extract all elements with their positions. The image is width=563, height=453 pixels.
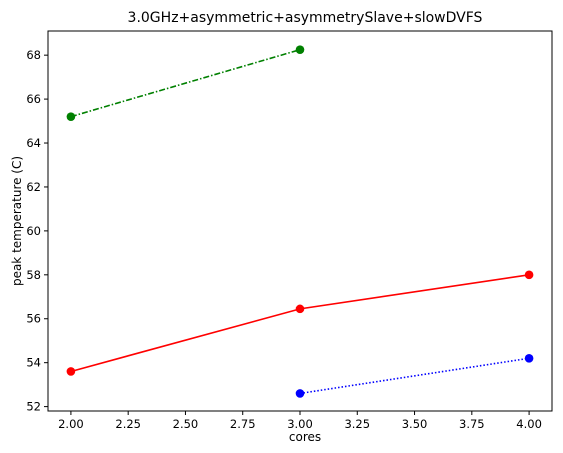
series-2 (66, 270, 534, 376)
x-axis: 2.00 2.25 2.50 2.75 3.00 3.25 3.50 3.75 4.00 (58, 411, 542, 431)
x-tick-label: 2.25 (115, 417, 141, 431)
data-point (66, 112, 76, 121)
series-line (70, 48, 301, 118)
x-tick-label: 3.00 (287, 417, 313, 431)
data-point (524, 353, 534, 363)
x-tick-label: 3.75 (459, 417, 485, 431)
data-point (295, 389, 305, 398)
y-tick-label: 54 (26, 356, 41, 370)
series-line (70, 274, 530, 373)
y-tick-label: 64 (26, 136, 41, 150)
series-3 (295, 353, 534, 398)
y-tick-label: 52 (26, 400, 41, 414)
x-tick-label: 2.00 (58, 417, 84, 431)
x-tick-label: 4.00 (516, 417, 542, 431)
y-tick-label: 62 (26, 180, 41, 194)
x-axis-label: cores (289, 430, 321, 444)
y-axis-label: peak temperature (C) (10, 156, 24, 286)
x-tick-label: 2.50 (173, 417, 199, 431)
plot-frame (47, 30, 553, 412)
y-tick-label: 66 (26, 92, 41, 106)
y-tick-label: 60 (26, 224, 41, 238)
data-point (295, 304, 305, 314)
y-tick-label: 58 (26, 268, 41, 282)
x-tick-label: 2.75 (230, 417, 256, 431)
chart-title: 3.0GHz+asymmetric+asymmetrySlave+slowDVF… (128, 10, 483, 26)
series-line (299, 357, 530, 395)
x-tick-label: 3.50 (402, 417, 428, 431)
x-tick-label: 3.25 (344, 417, 370, 431)
y-tick-label: 68 (26, 48, 41, 62)
y-axis: 52 54 56 58 60 62 64 66 68 (26, 48, 48, 414)
data-point (524, 270, 534, 280)
data-point (66, 367, 76, 376)
data-point (295, 45, 305, 54)
y-tick-label: 56 (26, 312, 41, 326)
plot-area (66, 45, 534, 398)
series-1 (66, 45, 305, 121)
